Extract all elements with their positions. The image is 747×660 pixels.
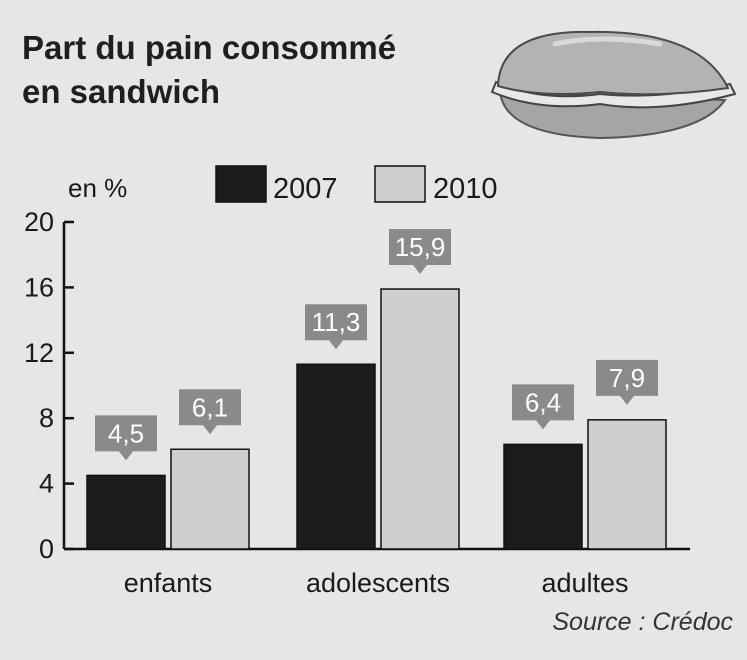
data-label: 15,9 — [395, 232, 446, 262]
value-callout — [389, 229, 451, 275]
data-label: 11,3 — [312, 307, 361, 337]
bar-2010 — [587, 419, 667, 550]
value-callout — [179, 389, 241, 435]
value-callout — [596, 359, 658, 405]
bar-2007 — [296, 363, 376, 550]
y-tick-label: 4 — [39, 469, 54, 499]
axes: 0 4 8 12 16 20 — [24, 207, 690, 564]
category-label: adolescents — [306, 568, 450, 598]
data-label: 7,9 — [609, 363, 645, 393]
chart-title: Part du pain consommé en sandwich — [22, 29, 397, 110]
y-tick-label: 20 — [24, 207, 54, 237]
category-label: enfants — [124, 568, 213, 598]
data-label: 6,1 — [192, 392, 228, 422]
sandwich-filling — [490, 80, 737, 109]
unit-label: en % — [68, 173, 127, 203]
legend-swatch-2007 — [215, 165, 267, 203]
value-callout — [512, 384, 574, 430]
legend-label-2010: 2010 — [433, 173, 498, 205]
bars — [86, 288, 667, 550]
bar-2007 — [503, 443, 583, 550]
category-labels: enfants adolescents adultes — [124, 568, 629, 598]
y-tick-label: 12 — [24, 338, 54, 368]
data-label: 4,5 — [108, 418, 144, 448]
y-tick-label: 0 — [39, 534, 54, 564]
value-callouts: 4,5 6,1 11,3 15,9 6,4 7,9 — [95, 229, 658, 461]
data-label: 6,4 — [525, 387, 561, 417]
bar-2007 — [86, 474, 166, 550]
sandwich-bun-shine — [552, 36, 663, 47]
value-callout — [95, 415, 157, 461]
category-label: adultes — [541, 568, 628, 598]
legend-swatch-2010 — [374, 165, 426, 203]
bar-2010 — [170, 448, 250, 550]
legend-label-2007: 2007 — [273, 173, 338, 205]
bar-2010 — [380, 288, 460, 550]
y-tick-label: 8 — [39, 403, 54, 433]
sandwich-top-bun — [496, 30, 730, 96]
legend: en % 2007 2010 — [68, 165, 498, 205]
source-note: Source : Crédoc — [552, 608, 733, 636]
sandwich-illustration — [490, 30, 737, 140]
value-callout — [305, 304, 367, 350]
y-tick-label: 16 — [24, 272, 54, 302]
